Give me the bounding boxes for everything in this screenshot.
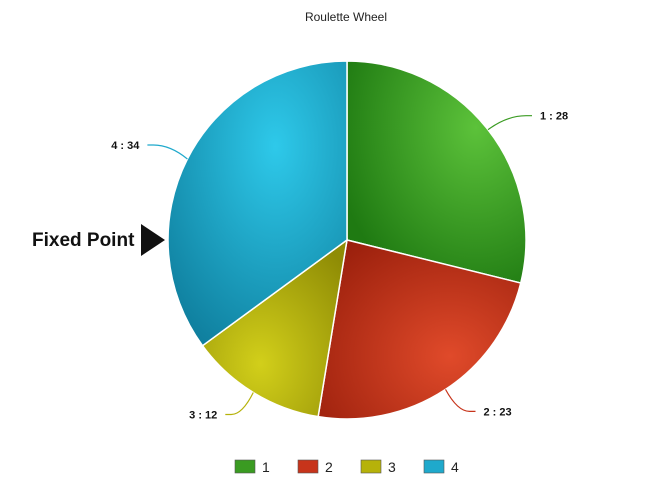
legend-item-1[interactable]: 1 [234, 459, 270, 475]
legend-label-2: 2 [325, 459, 333, 475]
data-labels: 1 : 28 2 : 23 3 : 12 4 : 34 [111, 111, 568, 422]
legend-swatch-2 [297, 459, 319, 474]
data-label-connectors [147, 115, 532, 416]
legend-item-4[interactable]: 4 [423, 459, 459, 475]
data-label-1: 1 : 28 [540, 111, 568, 123]
label-connector-3 [225, 392, 254, 416]
data-label-2: 2 : 23 [484, 406, 512, 418]
legend-swatch-4 [423, 459, 445, 474]
legend-item-3[interactable]: 3 [360, 459, 396, 475]
legend-label-1: 1 [262, 459, 270, 475]
legend-label-3: 3 [388, 459, 396, 475]
legend-swatch-1 [234, 459, 256, 474]
data-label-4: 4 : 34 [111, 140, 140, 152]
fixed-point-label: Fixed Point [32, 230, 135, 251]
data-label-3: 3 : 12 [189, 410, 217, 422]
legend-item-2[interactable]: 2 [297, 459, 333, 475]
label-connector-4 [147, 144, 188, 160]
legend-label-4: 4 [451, 459, 459, 475]
legend: 1 2 3 4 [234, 459, 459, 475]
chart-title: Roulette Wheel [305, 10, 387, 24]
pie-slices [167, 60, 527, 420]
label-connector-2 [444, 389, 476, 412]
label-connector-1 [487, 115, 532, 131]
pie-slice-3 [201, 238, 349, 418]
pie-slice-1 [346, 60, 527, 284]
right-pointing-triangle-icon [141, 224, 165, 256]
legend-swatch-3 [360, 459, 382, 474]
